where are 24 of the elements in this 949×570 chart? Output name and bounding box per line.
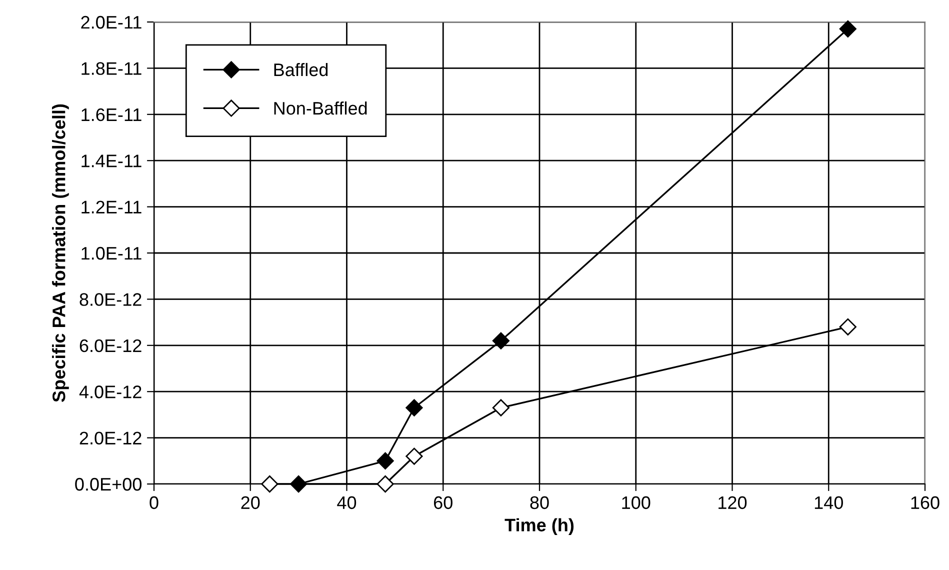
y-tick-label: 2.0E-12: [80, 432, 142, 445]
legend-label: Non-Baffled: [274, 101, 367, 115]
x-tick-label: 120: [718, 496, 747, 510]
y-tick-label: 6.0E-12: [80, 339, 142, 352]
y-tick-label: 1.6E-11: [82, 108, 142, 122]
y-tick-label: 1.2E-11: [82, 200, 142, 214]
y-tick-label: 2.0E-11: [81, 16, 142, 29]
y-tick-label: 1.4E-11: [82, 154, 142, 168]
y-tick-label: 0.0E+00: [75, 478, 142, 491]
x-tick-label: 160: [911, 496, 940, 510]
y-tick-label: 1.0E-11: [82, 246, 142, 260]
x-tick-label: 80: [530, 496, 549, 510]
x-tick-label: 60: [434, 496, 452, 510]
x-tick-label: 0: [150, 496, 158, 510]
y-tick-label: 4.0E-12: [79, 386, 142, 398]
legend-label: Baffled: [274, 62, 328, 76]
y-tick-label: 8.0E-12: [80, 293, 142, 306]
x-tick-label: 20: [241, 496, 260, 510]
x-tick-label: 140: [814, 496, 843, 510]
y-axis-title: Specific PAA formation (mmol/cell): [52, 104, 69, 402]
x-tick-label: 40: [337, 496, 356, 510]
x-axis-title: Time (h): [504, 518, 574, 536]
x-tick-label: 100: [622, 496, 650, 510]
y-tick-label: 1.8E-11: [82, 62, 142, 75]
